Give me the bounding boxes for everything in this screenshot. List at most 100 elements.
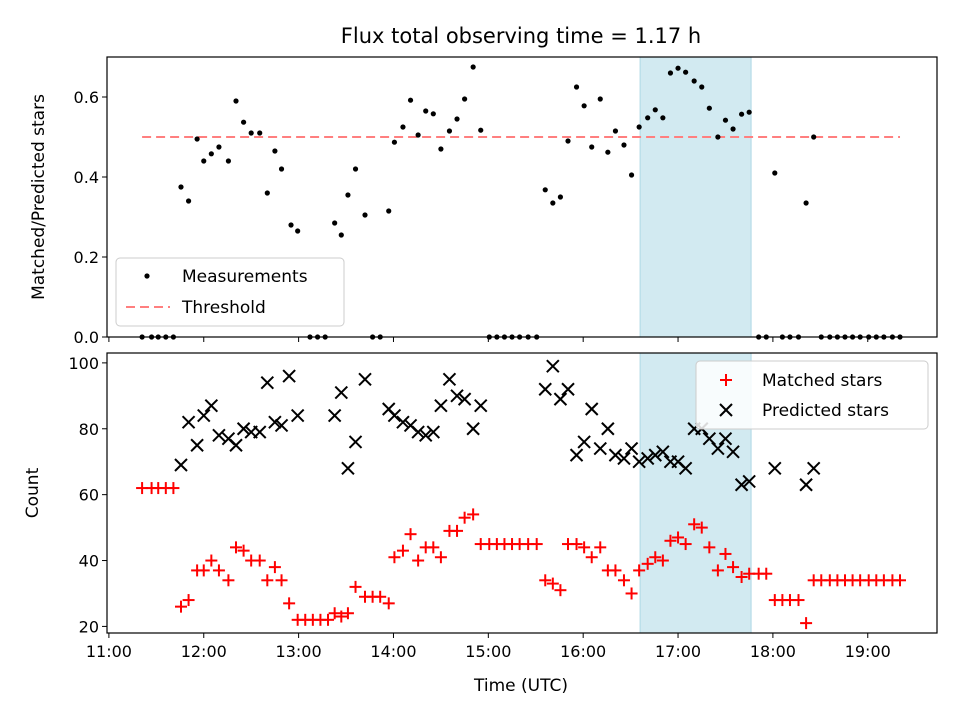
predicted-point (608, 448, 623, 462)
measurement-point (542, 187, 548, 193)
measurement-point (438, 146, 444, 152)
predicted-point (450, 389, 464, 403)
matched-point (174, 600, 187, 613)
predicted-point (229, 438, 243, 452)
predicted-point (274, 418, 289, 433)
top-y-tick-label: 0.2 (74, 248, 99, 267)
matched-point (283, 597, 296, 610)
matched-point (374, 590, 387, 603)
measurement-point (715, 134, 721, 140)
matched-point (197, 564, 210, 577)
measurement-point (478, 127, 484, 133)
predicted-point (806, 461, 821, 476)
matched-point (672, 531, 685, 544)
predicted-point (204, 398, 219, 413)
top-highlight-span (639, 56, 752, 338)
matched-point (688, 518, 701, 531)
matched-point (253, 554, 266, 567)
measurement-point (338, 232, 344, 238)
measurement-point (194, 136, 200, 142)
bottom-legend: Matched stars Predicted stars (695, 360, 929, 430)
predicted-point (236, 422, 251, 436)
measurement-point (248, 130, 254, 136)
measurement-point (738, 111, 745, 117)
measurement-point (332, 220, 338, 226)
predicted-point (358, 372, 372, 387)
predicted-point (648, 448, 662, 462)
predicted-point (387, 408, 402, 423)
predicted-point (290, 408, 305, 423)
matched-point (539, 574, 552, 587)
predicted-point (260, 375, 275, 390)
measurement-point (446, 128, 453, 134)
bottom-y-axis-label: Count (23, 467, 43, 518)
measurement-point (362, 212, 368, 218)
measurement-point (201, 158, 207, 164)
x-tick-label: 19:00 (845, 642, 891, 661)
predicted-point (253, 425, 267, 439)
top-y-tick-label: 0.6 (74, 88, 99, 107)
measurement-point (272, 148, 278, 154)
matched-point (578, 541, 591, 554)
matched-point (467, 508, 480, 521)
matched-point (792, 594, 805, 607)
predicted-point (197, 408, 211, 423)
predicted-point (457, 392, 472, 406)
measurement-point (257, 130, 263, 136)
matched-point (349, 580, 362, 593)
measurement-point (278, 166, 285, 172)
matched-point (760, 567, 773, 580)
matched-point (212, 564, 225, 577)
predicted-point (474, 398, 488, 413)
measurement-point (386, 208, 392, 214)
x-tick-label: 18:00 (750, 642, 796, 661)
measurement-point (675, 65, 681, 71)
predicted-point (768, 461, 782, 476)
matched-point (182, 594, 195, 607)
measurement-point (462, 96, 468, 102)
measurement-point (345, 192, 351, 198)
measurement-point (597, 96, 603, 102)
measurement-point (295, 228, 301, 234)
x-tick-label: 15:00 (465, 642, 511, 661)
measurement-point (233, 98, 239, 104)
predicted-point (640, 451, 655, 466)
measurement-point (660, 115, 666, 121)
measurement-point (652, 107, 658, 113)
bottom-panel: 11:00 12:00 13:00 14:00 15:00 16:00 17:00 18:00… (68, 352, 938, 661)
matched-point (800, 617, 813, 630)
matched-point (412, 554, 425, 567)
predicted-point (341, 461, 355, 476)
predicted-point (617, 451, 631, 466)
predicted-point (268, 415, 282, 429)
legend-threshold-label: Threshold (181, 298, 266, 318)
measurement-point (216, 144, 222, 150)
matched-point (388, 551, 401, 564)
matched-point (609, 564, 622, 577)
bottom-axes-frame (106, 352, 938, 634)
measurement-point (722, 117, 729, 123)
measurement-point (470, 64, 476, 70)
measurement-point (400, 124, 406, 130)
predicted-point (419, 428, 433, 443)
predicted-point (348, 435, 363, 449)
predicted-point (678, 461, 693, 476)
measurement-point (803, 200, 809, 206)
measurement-point (240, 119, 247, 125)
predicted-point (569, 448, 584, 462)
measurement-point (264, 190, 270, 196)
bottom-y-tick-label: 60 (79, 486, 99, 505)
matched-point (458, 511, 471, 524)
legend-measurements-marker (144, 273, 150, 279)
measurement-point (430, 111, 436, 117)
measurement-point (288, 222, 294, 228)
top-y-tick-label: 0.0 (74, 328, 99, 347)
predicted-point (174, 458, 188, 472)
measurement-point (667, 70, 674, 76)
matched-point (328, 607, 341, 620)
legend-matched-label: Matched stars (762, 371, 882, 391)
top-legend: Measurements Threshold (115, 257, 345, 327)
matched-point (451, 524, 464, 537)
x-tick-label: 17:00 (655, 642, 701, 661)
